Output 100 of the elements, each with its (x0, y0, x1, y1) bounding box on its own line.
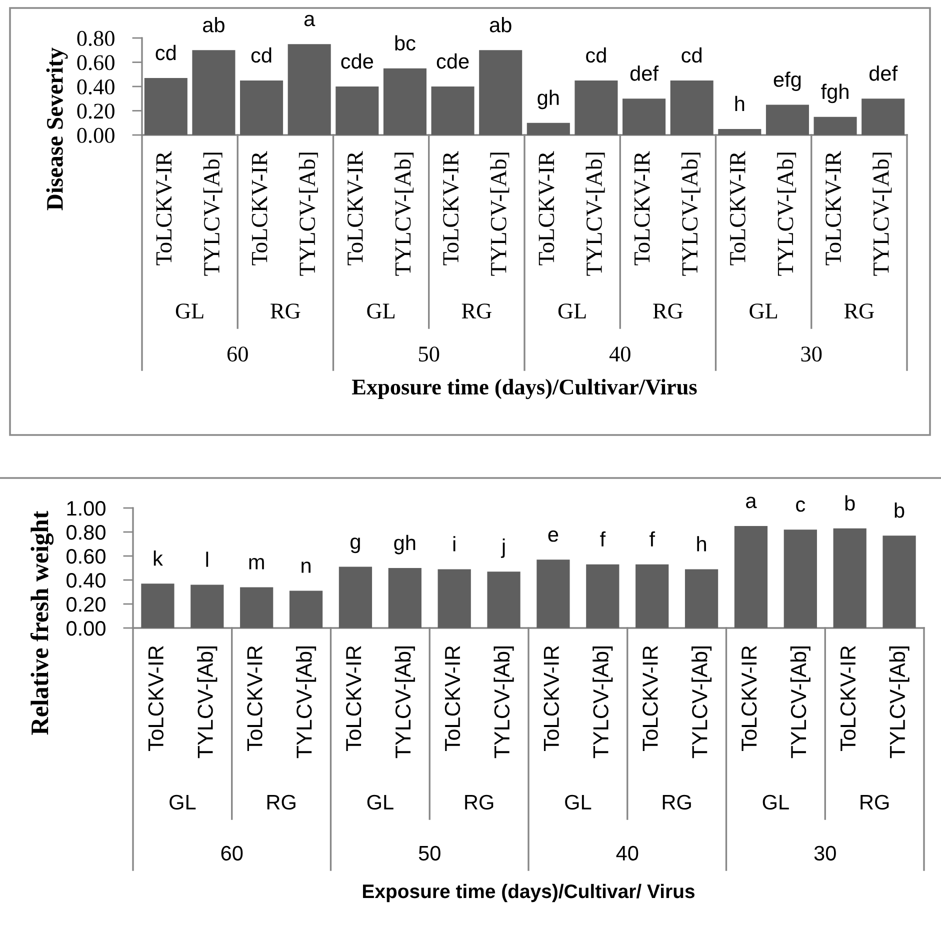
text: RG (662, 794, 691, 810)
x-tick-label: TYLCV-[Ab] (691, 646, 712, 758)
data-label: cde (436, 53, 469, 69)
y-axis-title: Disease Severity (46, 48, 68, 210)
y-axis-title: Relative fresh weight (30, 510, 54, 735)
bar (734, 526, 768, 628)
bar (574, 80, 618, 135)
data-label: l (206, 552, 208, 567)
data-label: cd (586, 47, 606, 63)
bar (814, 116, 857, 135)
data-label: k (154, 550, 163, 566)
text: 60 (227, 346, 248, 362)
x-tick-label: TYLCV-[Ab] (777, 152, 796, 276)
y-tick-label: 0.60 (77, 55, 114, 70)
x-tick-label: ToLCKV-IR (148, 646, 164, 751)
y-tick-label: 0.40 (77, 79, 114, 95)
x-tick-label: TYLCV-[Ab] (296, 646, 316, 758)
bar (338, 566, 372, 628)
bar (636, 564, 669, 628)
text: 30 (801, 346, 822, 362)
y-tick-label: 1.00 (67, 501, 106, 516)
text: 40 (609, 346, 630, 362)
data-label: h (735, 96, 744, 111)
text: 50 (418, 846, 440, 861)
x-tick-label: ToLCKV-IR (826, 151, 842, 266)
y-tick-label: 0.60 (66, 549, 106, 564)
bar (388, 568, 422, 628)
data-label: ab (490, 17, 512, 32)
data-label: cd (156, 44, 176, 60)
data-label: e (548, 530, 558, 542)
x-tick-label: TYLCV-[Ab] (298, 152, 318, 276)
data-label: a (746, 496, 757, 508)
x-tick-label: TYLCV-[Ab] (592, 646, 613, 758)
x-tick-label: ToLCKV-IR (538, 151, 554, 266)
x-tick-label: ToLCKV-IR (347, 151, 364, 266)
bar (882, 536, 916, 628)
x-tick-label: ToLCKV-IR (840, 646, 856, 751)
data-label: a (304, 14, 316, 26)
x-tick-label: TYLCV-[Ab] (790, 646, 810, 758)
bar (431, 86, 474, 135)
x-tick-label: ToLCKV-IR (252, 151, 268, 266)
x-tick-label: TYLCV-[Ab] (681, 152, 700, 276)
data-label: gh (538, 90, 559, 110)
data-label: cd (251, 47, 272, 63)
x-tick-label: ToLCKV-IR (544, 646, 559, 751)
x-tick-label: TYLCV-[Ab] (490, 152, 510, 276)
x-tick-label: ToLCKV-IR (742, 646, 757, 751)
x-tick-label: ToLCKV-IR (156, 151, 172, 266)
data-label: fgh (821, 84, 848, 104)
data-label: f (649, 531, 656, 546)
text: RG (653, 304, 683, 319)
text: GL (367, 304, 395, 319)
y-tick-label: 0.80 (66, 525, 106, 540)
data-label: def (630, 66, 659, 81)
data-label: ab (203, 17, 224, 32)
y-tick-label: 0.00 (66, 621, 106, 636)
bar (240, 587, 274, 628)
x-tick-label: ToLCKV-IR (346, 646, 362, 751)
data-label: h (697, 536, 706, 552)
text: RG (270, 304, 300, 319)
x-axis-title: Exposure time (days)/Cultivar/Virus (352, 378, 697, 400)
bar (336, 86, 379, 135)
data-label: cde (341, 53, 374, 69)
bar (622, 98, 666, 135)
text: RG (465, 794, 494, 810)
x-tick-label: ToLCKV-IR (443, 151, 459, 266)
data-label: g (350, 538, 360, 554)
bar (833, 528, 866, 628)
bar (240, 80, 284, 135)
bar (192, 50, 236, 135)
data-label: n (302, 562, 310, 573)
x-tick-label: ToLCKV-IR (444, 646, 460, 751)
text: GL (367, 794, 394, 810)
bar (784, 530, 817, 628)
x-tick-label: TYLCV-[Ab] (889, 646, 910, 758)
text: 50 (419, 346, 440, 362)
x-tick-label: ToLCKV-IR (730, 151, 746, 266)
bar (526, 122, 570, 135)
bar (766, 104, 809, 135)
bar (586, 564, 620, 628)
text: GL (762, 794, 789, 810)
text: GL (565, 794, 592, 810)
x-tick-label: TYLCV-[Ab] (872, 152, 892, 276)
data-label: b (845, 495, 855, 511)
x-tick-label: TYLCV-[Ab] (586, 152, 605, 276)
x-tick-label: ToLCKV-IR (642, 646, 658, 751)
text: GL (176, 304, 204, 319)
data-label: gh (394, 534, 416, 554)
text: 60 (221, 846, 243, 861)
bar (718, 128, 762, 135)
y-tick-label: 0.40 (66, 573, 106, 588)
text: RG (267, 794, 296, 810)
bar (862, 98, 905, 135)
x-tick-label: TYLCV-[Ab] (197, 646, 218, 758)
text: GL (558, 304, 586, 319)
x-axis-title: Exposure time (days)/Cultivar/ Virus (363, 884, 694, 902)
data-label: cd (682, 47, 702, 63)
data-label: j (500, 538, 505, 558)
bar (487, 572, 520, 628)
bar (190, 584, 224, 628)
